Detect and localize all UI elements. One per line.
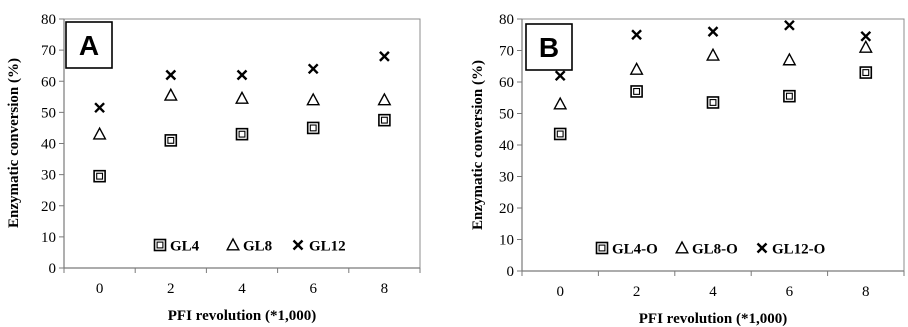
data-point-gl4-o-4 xyxy=(706,96,720,109)
plot-area xyxy=(521,18,905,272)
legend-label-gl12: GL12 xyxy=(309,239,346,255)
y-tick-label: 70 xyxy=(499,44,514,60)
y-tick-label: 40 xyxy=(499,138,514,154)
data-point-gl4-o-0 xyxy=(553,127,567,141)
x-tick-label: 0 xyxy=(96,281,104,297)
data-point-gl12-o-6 xyxy=(784,19,795,31)
series-gl4-o xyxy=(553,66,873,141)
series-gl12 xyxy=(94,51,390,114)
data-point-gl8-o-6 xyxy=(782,52,797,66)
data-point-gl4-o-8 xyxy=(859,66,873,79)
y-tick-label: 40 xyxy=(41,137,56,153)
data-point-gl8-0 xyxy=(92,126,107,140)
data-point-gl8-o-0 xyxy=(553,96,568,110)
x-tick-label: 6 xyxy=(309,281,317,297)
legend-label-gl12-o: GL12-O xyxy=(772,242,825,258)
data-point-gl12-o-8 xyxy=(860,30,872,42)
panel-label: B xyxy=(539,32,559,63)
x-tick-label: 8 xyxy=(862,284,870,300)
legend-label-gl8: GL8 xyxy=(243,239,272,255)
y-tick-label: 10 xyxy=(41,230,56,246)
panel-label-box xyxy=(525,23,573,71)
y-axis-title: Enzymatic conversion (%) xyxy=(470,60,486,230)
data-point-gl12-o-0 xyxy=(554,70,566,82)
x-tick-label: 8 xyxy=(381,281,389,297)
x-tick-label: 2 xyxy=(167,281,175,297)
y-tick-label: 30 xyxy=(499,170,514,186)
legend-marker-gl4-o xyxy=(595,241,609,255)
data-point-gl4-6 xyxy=(306,121,320,135)
y-tick-label: 80 xyxy=(499,12,514,28)
y-tick-label: 60 xyxy=(41,74,56,90)
y-tick-label: 20 xyxy=(499,201,514,217)
panel-label-box xyxy=(65,21,113,69)
data-point-gl4-4 xyxy=(235,127,249,141)
y-tick-label: 0 xyxy=(507,264,515,280)
data-point-gl8-o-8 xyxy=(858,39,873,53)
data-point-gl12-4 xyxy=(236,69,248,81)
y-axis-title: Enzymatic conversion (%) xyxy=(6,58,22,228)
legend-marker-gl12-o xyxy=(756,242,768,254)
panel-label: A xyxy=(79,30,99,61)
legend-label-gl8-o: GL8-O xyxy=(692,242,738,258)
data-point-gl8-2 xyxy=(163,87,178,101)
data-point-gl12-2 xyxy=(165,69,177,81)
data-point-gl8-o-2 xyxy=(629,61,644,75)
y-tick-label: 50 xyxy=(499,107,514,123)
legend-marker-gl8 xyxy=(226,237,240,251)
legend-marker-gl8-o xyxy=(675,240,689,254)
y-tick-label: 50 xyxy=(41,105,56,121)
x-axis-title: PFI revolution (*1,000) xyxy=(639,311,787,327)
legend-label-gl4-o: GL4-O xyxy=(612,242,658,258)
series-gl12-o xyxy=(554,19,872,82)
chart-panel-b: 0 10 20 30 40 50 60 70 80 0 2 4 6 8 PFI revolution (*1… xyxy=(470,12,905,327)
data-point-gl8-o-4 xyxy=(706,47,720,61)
x-axis-title: PFI revolution (*1,000) xyxy=(168,308,316,324)
series-gl8 xyxy=(92,87,392,140)
data-point-gl4-o-6 xyxy=(783,89,796,103)
data-point-gl8-4 xyxy=(235,90,249,104)
legend: GL4 GL8 GL12 xyxy=(153,237,346,255)
data-point-gl12-0 xyxy=(94,102,105,114)
y-tick-label: 10 xyxy=(499,233,514,249)
y-tick-label: 0 xyxy=(49,261,57,277)
x-tick-label: 0 xyxy=(556,284,564,300)
data-point-gl12-8 xyxy=(379,51,390,62)
data-point-gl12-o-2 xyxy=(631,29,642,41)
legend-marker-gl12 xyxy=(292,239,304,251)
legend: GL4-O GL8-O GL12-O xyxy=(595,240,825,258)
series-gl8-o xyxy=(553,39,873,110)
data-point-gl4-8 xyxy=(378,113,391,127)
data-point-gl4-2 xyxy=(164,134,178,147)
legend-label-gl4: GL4 xyxy=(170,239,200,255)
y-tick-label: 80 xyxy=(41,12,56,28)
data-point-gl4-o-2 xyxy=(630,85,643,98)
data-point-gl8-8 xyxy=(377,92,392,106)
y-tick-label: 20 xyxy=(41,199,56,215)
y-tick-label: 30 xyxy=(41,168,56,184)
data-point-gl8-6 xyxy=(306,92,321,106)
data-point-gl4-0 xyxy=(93,169,106,183)
chart-panel-a: 0 10 20 30 40 50 60 70 80 0 2 4 6 8 PFI revolution (*1… xyxy=(6,12,421,324)
x-tick-label: 2 xyxy=(633,284,641,300)
data-point-gl12-6 xyxy=(307,63,319,75)
y-tick-label: 70 xyxy=(41,43,56,59)
y-tick-label: 60 xyxy=(499,75,514,91)
plot-area xyxy=(63,18,421,269)
legend-marker-gl4 xyxy=(153,238,167,252)
series-gl4 xyxy=(93,113,391,183)
data-point-gl12-o-4 xyxy=(707,26,719,37)
x-tick-label: 4 xyxy=(238,281,246,297)
x-tick-label: 4 xyxy=(709,284,717,300)
x-tick-label: 6 xyxy=(786,284,794,300)
